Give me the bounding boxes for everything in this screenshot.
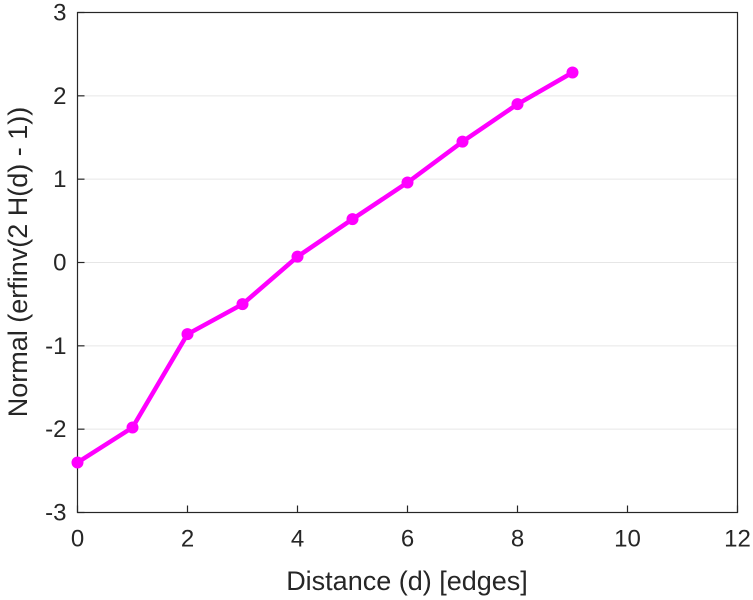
data-series	[71, 66, 579, 469]
x-tick-label: 8	[511, 526, 524, 553]
x-axis-label: Distance (d) [edges]	[286, 566, 528, 596]
data-point	[401, 176, 414, 189]
y-tick-label: 3	[53, 0, 66, 27]
grid-lines	[77, 95, 738, 430]
y-tick-label: 1	[53, 166, 66, 193]
x-tick-label: 0	[71, 526, 84, 553]
x-tick-label: 10	[614, 526, 641, 553]
y-axis-label: Normal (erfinv(2 H(d) - 1))	[3, 107, 33, 418]
data-point	[126, 421, 139, 434]
data-point	[456, 135, 469, 148]
data-point	[181, 328, 194, 341]
y-tick-label: 2	[53, 83, 66, 110]
y-tick-label: -2	[45, 416, 66, 443]
data-point	[346, 213, 359, 226]
x-tick-label: 12	[724, 526, 751, 553]
series-line	[75, 70, 575, 465]
y-tick-label: -1	[45, 333, 66, 360]
x-tick-label: 6	[401, 526, 414, 553]
data-point	[291, 250, 304, 263]
data-point	[511, 98, 524, 111]
x-tick-label: 2	[181, 526, 194, 553]
data-point	[566, 66, 579, 79]
data-point	[236, 298, 249, 311]
y-tick-label: -3	[45, 500, 66, 527]
data-point	[71, 456, 84, 469]
y-tick-label: 0	[53, 250, 66, 277]
x-tick-label: 4	[291, 526, 304, 553]
